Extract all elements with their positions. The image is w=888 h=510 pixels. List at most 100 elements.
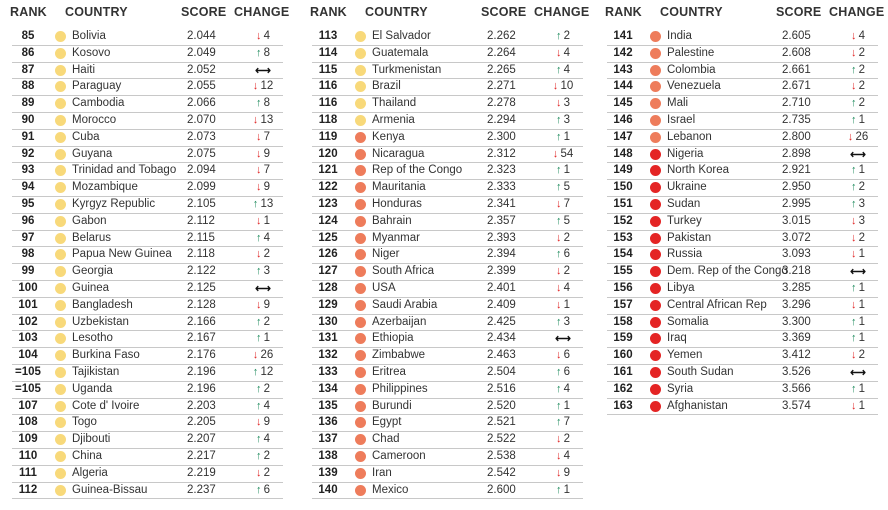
country-cell: Guinea xyxy=(72,282,110,294)
score-cell: 2.522 xyxy=(487,433,516,446)
table-row: 143 Colombia 2.661 ↑ 2 xyxy=(607,62,878,80)
change-value: 1 xyxy=(858,164,866,177)
tier-dot-icon xyxy=(355,165,366,177)
change-value: 12 xyxy=(260,80,274,93)
header-rank: RANK xyxy=(605,5,642,19)
score-cell: 2.341 xyxy=(487,198,516,210)
score-cell: 2.995 xyxy=(782,198,811,210)
change-value: 2 xyxy=(858,80,866,93)
score-cell: 2.264 xyxy=(487,46,516,59)
change-cell: ↓ 9 xyxy=(247,181,279,193)
arrow-up-icon: ↑ xyxy=(255,231,264,244)
rank-cell: 143 xyxy=(613,63,633,76)
rank-cell: 138 xyxy=(318,450,338,462)
country-cell: Cambodia xyxy=(72,97,125,110)
tier-dot-icon xyxy=(650,31,661,42)
rank-cell: 104 xyxy=(18,349,38,362)
arrow-down-icon: ↓ xyxy=(552,80,561,93)
tier-dot-icon xyxy=(650,367,661,378)
table-row: 157 Central African Rep 3.296 ↓ 1 xyxy=(607,297,878,315)
change-cell: ↓ 4 xyxy=(842,30,874,42)
score-cell: 2.312 xyxy=(487,147,516,160)
table-row: 119 Kenya 2.300 ↑ 1 xyxy=(312,129,583,147)
change-value: 4 xyxy=(563,382,571,395)
rank-cell: 116 xyxy=(318,97,338,110)
country-cell: Egypt xyxy=(372,416,402,429)
change-cell: ↑ 2 xyxy=(842,181,874,193)
tier-dot-icon xyxy=(355,367,366,378)
country-cell: Burundi xyxy=(372,399,412,412)
arrow-left-right-icon: ⟷ xyxy=(255,64,271,77)
score-cell: 2.357 xyxy=(487,214,516,227)
rank-cell: 114 xyxy=(318,46,338,59)
tier-dot-icon xyxy=(355,266,366,278)
table-row: 95 Kyrgyz Republic 2.105 ↑ 13 xyxy=(12,196,283,214)
rank-cell: 120 xyxy=(318,147,338,160)
table-row: 102 Uzbekistan 2.166 ↑ 2 xyxy=(12,314,283,332)
score-cell: 2.122 xyxy=(187,265,216,278)
rank-cell: 108 xyxy=(18,416,38,429)
rank-cell: 146 xyxy=(613,114,633,126)
rank-cell: 149 xyxy=(613,164,633,177)
score-cell: 3.412 xyxy=(782,349,811,362)
table-row: 86 Kosovo 2.049 ↑ 8 xyxy=(12,45,283,63)
tier-dot-icon xyxy=(55,215,66,227)
rank-cell: 150 xyxy=(613,181,633,194)
change-cell: ↓ 9 xyxy=(247,299,279,311)
country-cell: Burkina Faso xyxy=(72,349,140,362)
change-cell: ⟷ xyxy=(842,148,874,161)
table-row: 107 Cote d' Ivoire 2.203 ↑ 4 xyxy=(12,398,283,416)
rank-cell: 111 xyxy=(19,466,37,479)
table-row: 122 Mauritania 2.333 ↑ 5 xyxy=(312,179,583,197)
rank-cell: 112 xyxy=(18,483,38,496)
change-cell: ↑ 1 xyxy=(547,484,579,496)
country-cell: Saudi Arabia xyxy=(372,298,438,311)
tier-dot-icon xyxy=(55,98,66,110)
score-cell: 2.520 xyxy=(487,399,516,412)
tier-dot-icon xyxy=(355,451,366,462)
rank-cell: 93 xyxy=(21,164,35,177)
table-row: 115 Turkmenistan 2.265 ↑ 4 xyxy=(312,62,583,80)
arrow-up-icon: ↑ xyxy=(555,366,564,378)
tier-dot-icon xyxy=(355,182,366,194)
change-value: 4 xyxy=(563,450,571,462)
score-cell: 3.285 xyxy=(782,282,811,294)
arrow-up-icon: ↑ xyxy=(555,130,564,143)
rank-cell: 155 xyxy=(613,265,633,278)
change-value: 4 xyxy=(563,46,571,59)
change-value: 6 xyxy=(563,248,571,261)
arrow-up-icon: ↑ xyxy=(850,63,859,76)
country-cell: Gabon xyxy=(72,214,107,227)
score-cell: 2.128 xyxy=(187,298,216,311)
tier-dot-icon xyxy=(355,232,366,244)
table-row: 144 Venezuela 2.671 ↓ 2 xyxy=(607,78,878,97)
change-cell: ↑ 6 xyxy=(547,248,579,260)
country-cell: Syria xyxy=(667,382,694,395)
change-cell: ↑ 4 xyxy=(247,232,279,244)
country-cell: Mauritania xyxy=(372,181,426,194)
country-cell: Turkey xyxy=(667,214,702,227)
change-value: 2 xyxy=(563,265,571,278)
change-cell: ↓ 7 xyxy=(247,164,279,176)
rank-cell: 86 xyxy=(21,46,35,59)
change-cell: ↑ 7 xyxy=(547,416,579,428)
rank-cell: 109 xyxy=(18,433,38,446)
table-row: 160 Yemen 3.412 ↓ 2 xyxy=(607,347,878,365)
rank-cell: 124 xyxy=(318,214,338,227)
rank-cell: 107 xyxy=(18,399,38,412)
arrow-down-icon: ↓ xyxy=(850,214,859,227)
change-value: 1 xyxy=(563,483,571,496)
country-cell: Central African Rep xyxy=(667,298,767,311)
change-value: 2 xyxy=(263,466,271,479)
country-cell: Iran xyxy=(372,466,392,479)
score-cell: 3.296 xyxy=(782,298,811,311)
tier-dot-icon xyxy=(650,232,661,244)
arrow-up-icon: ↑ xyxy=(850,164,859,177)
change-value: 26 xyxy=(260,349,274,362)
arrow-up-icon: ↑ xyxy=(850,382,859,395)
arrow-up-icon: ↑ xyxy=(555,416,564,429)
table-row: 139 Iran 2.542 ↓ 9 xyxy=(312,465,583,483)
tier-dot-icon xyxy=(55,115,66,126)
change-cell: ↑ 4 xyxy=(247,400,279,412)
tier-dot-icon xyxy=(55,383,66,395)
